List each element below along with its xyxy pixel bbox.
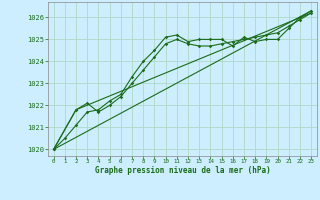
X-axis label: Graphe pression niveau de la mer (hPa): Graphe pression niveau de la mer (hPa): [94, 166, 270, 175]
